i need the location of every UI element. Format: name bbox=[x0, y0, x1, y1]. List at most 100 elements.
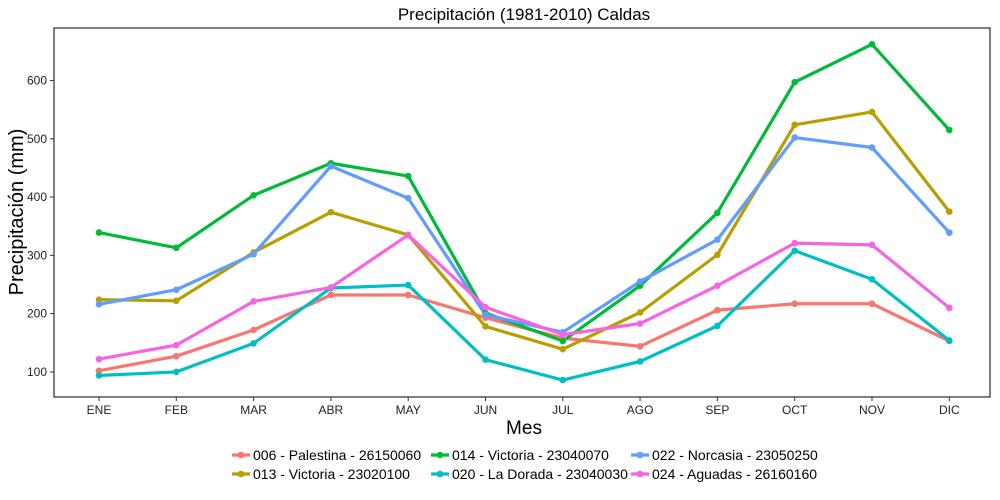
data-point bbox=[636, 309, 644, 316]
data-point bbox=[327, 284, 335, 291]
legend-point bbox=[237, 451, 245, 459]
data-point bbox=[404, 291, 412, 299]
y-tick-label: 400 bbox=[27, 190, 47, 204]
data-point bbox=[327, 291, 335, 299]
data-point bbox=[946, 229, 953, 236]
data-point bbox=[250, 192, 257, 199]
x-tick-label: DIC bbox=[939, 403, 960, 417]
x-tick-label: ENE bbox=[87, 403, 112, 417]
series-line bbox=[97, 249, 951, 382]
data-point bbox=[559, 376, 567, 384]
chart-title: Precipitación (1981-2010) Caldas bbox=[398, 5, 650, 24]
data-point bbox=[404, 172, 412, 180]
series-line bbox=[97, 42, 951, 343]
data-point bbox=[946, 337, 953, 344]
y-tick-label: 200 bbox=[27, 307, 47, 321]
series-points bbox=[95, 41, 953, 384]
legend-label: 024 - Aguadas - 26160160 bbox=[652, 466, 817, 482]
data-point bbox=[327, 162, 335, 170]
data-point bbox=[868, 300, 876, 308]
legend-point bbox=[436, 451, 444, 459]
data-point bbox=[791, 78, 798, 86]
data-point bbox=[714, 209, 721, 217]
data-point bbox=[173, 341, 180, 349]
legend-point bbox=[237, 470, 245, 478]
data-point bbox=[404, 194, 412, 202]
data-point bbox=[173, 368, 180, 376]
data-point bbox=[636, 342, 644, 350]
data-point bbox=[946, 126, 953, 134]
data-point bbox=[95, 296, 103, 303]
series-line bbox=[97, 135, 951, 334]
x-tick-label: OCT bbox=[782, 403, 808, 417]
legend-label: 013 - Victoria - 23020100 bbox=[253, 466, 410, 482]
y-tick-label: 300 bbox=[27, 248, 47, 262]
data-point bbox=[95, 301, 103, 308]
data-point bbox=[173, 352, 180, 360]
data-point bbox=[95, 229, 103, 236]
y-tick-label: 100 bbox=[27, 365, 47, 379]
x-tick-label: SEP bbox=[705, 403, 729, 417]
x-tick-label: ABR bbox=[319, 403, 344, 417]
y-axis: 100 200 300 400 500 600 bbox=[27, 73, 54, 379]
data-point bbox=[482, 323, 489, 330]
data-point bbox=[559, 337, 567, 345]
data-point bbox=[868, 41, 876, 48]
data-point bbox=[482, 311, 489, 319]
x-tick-label: NOV bbox=[859, 403, 885, 417]
legend-point bbox=[636, 451, 644, 459]
data-point bbox=[250, 298, 257, 305]
data-point bbox=[404, 281, 412, 289]
data-point bbox=[636, 320, 644, 327]
data-point bbox=[714, 282, 721, 289]
legend: 006 - Palestina - 26150060 013 - Victoria… bbox=[232, 447, 818, 482]
data-point bbox=[173, 286, 180, 294]
data-point bbox=[946, 208, 953, 215]
x-axis: ENE FEB MAR ABR MAY JUN JUL AGO SEP OCT NOV DIC bbox=[87, 397, 960, 417]
data-point bbox=[636, 278, 644, 285]
y-axis-title: Precipitación (mm) bbox=[6, 129, 28, 296]
data-point bbox=[714, 251, 721, 259]
data-point bbox=[868, 144, 876, 151]
data-point bbox=[636, 358, 644, 365]
legend-label: 014 - Victoria - 23040070 bbox=[452, 447, 609, 463]
y-tick-label: 600 bbox=[27, 73, 47, 87]
data-point bbox=[791, 239, 798, 247]
x-tick-label: MAR bbox=[240, 403, 267, 417]
data-point bbox=[791, 121, 798, 129]
data-point bbox=[791, 247, 798, 254]
legend-label: 022 - Norcasia - 23050250 bbox=[652, 447, 818, 463]
data-point bbox=[559, 345, 567, 353]
legend-point bbox=[636, 470, 644, 478]
data-point bbox=[868, 108, 876, 116]
data-point bbox=[868, 275, 876, 283]
data-point bbox=[946, 304, 953, 312]
data-point bbox=[714, 322, 721, 330]
plot-panel bbox=[53, 27, 991, 398]
x-tick-label: AGO bbox=[627, 403, 654, 417]
series-lines bbox=[97, 42, 951, 382]
x-tick-label: JUL bbox=[552, 403, 574, 417]
data-point bbox=[95, 367, 103, 375]
data-point bbox=[482, 303, 489, 311]
data-point bbox=[791, 134, 798, 141]
y-tick-label: 500 bbox=[27, 132, 47, 146]
data-point bbox=[482, 356, 489, 363]
data-point bbox=[95, 355, 103, 363]
data-point bbox=[714, 236, 721, 243]
data-point bbox=[868, 241, 876, 249]
x-tick-label: JUN bbox=[474, 403, 497, 417]
data-point bbox=[791, 300, 798, 308]
x-tick-label: FEB bbox=[165, 403, 188, 417]
data-point bbox=[173, 244, 180, 252]
data-point bbox=[327, 208, 335, 216]
legend-label: 006 - Palestina - 26150060 bbox=[253, 447, 421, 463]
data-point bbox=[250, 340, 257, 347]
x-tick-label: MAY bbox=[396, 403, 421, 417]
data-point bbox=[173, 297, 180, 305]
data-point bbox=[714, 306, 721, 314]
data-point bbox=[404, 231, 412, 239]
legend-label: 020 - La Dorada - 23040030 bbox=[452, 466, 628, 482]
data-point bbox=[95, 372, 103, 379]
legend-point bbox=[436, 470, 444, 478]
